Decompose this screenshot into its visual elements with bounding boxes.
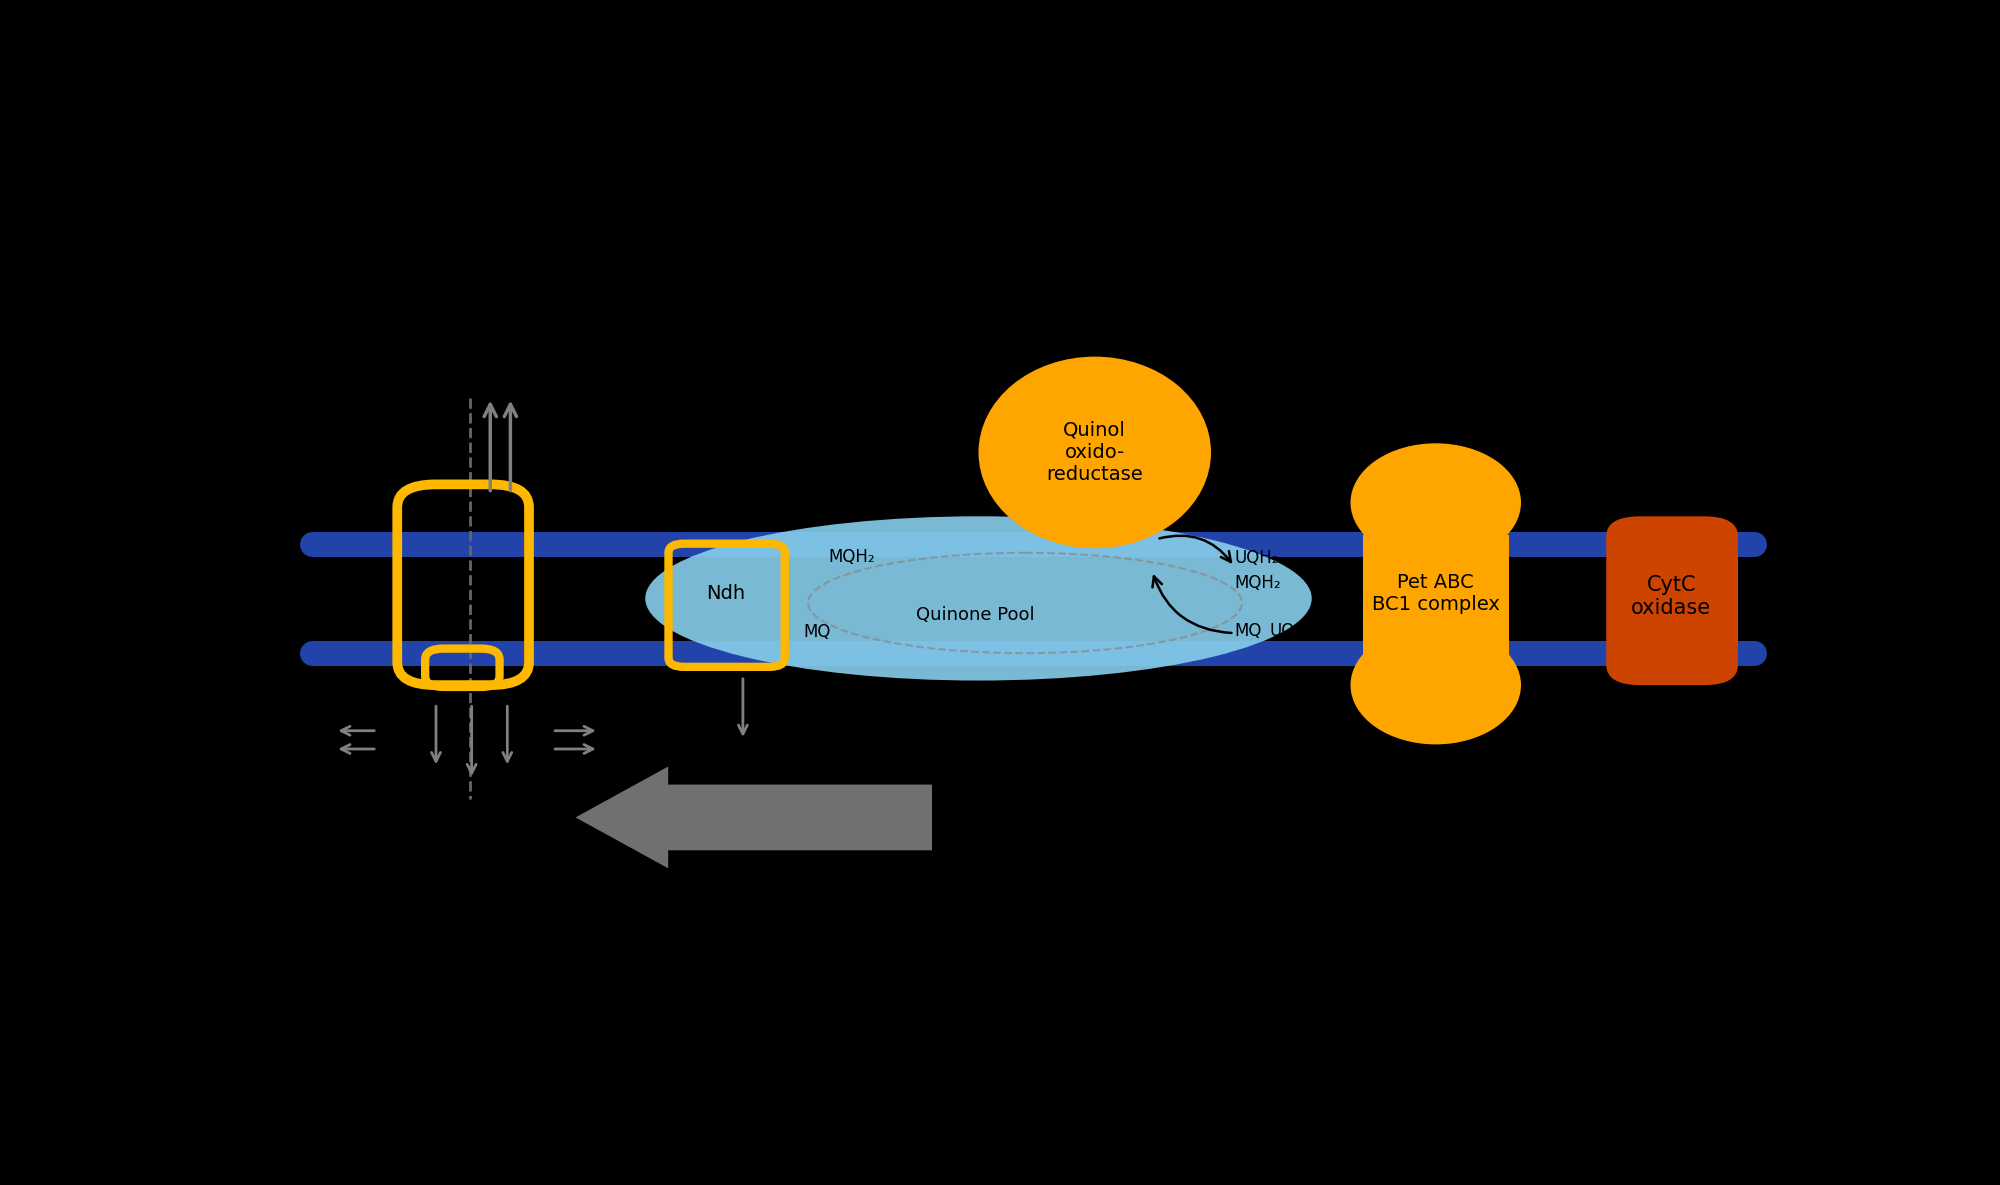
FancyBboxPatch shape (1606, 517, 1738, 685)
Text: MQ: MQ (804, 623, 830, 641)
Text: Nex I: Nex I (552, 584, 602, 603)
Text: MQH₂: MQH₂ (1234, 574, 1280, 592)
Ellipse shape (646, 517, 1312, 680)
Text: Ndh: Ndh (706, 584, 746, 603)
FancyArrow shape (576, 767, 932, 869)
Bar (1362, 534, 1508, 675)
Text: MQH₂: MQH₂ (828, 549, 874, 566)
Text: UQ: UQ (1270, 622, 1296, 640)
Ellipse shape (978, 357, 1212, 549)
Ellipse shape (1350, 626, 1522, 744)
Ellipse shape (1350, 443, 1522, 562)
Text: MQ: MQ (1234, 622, 1262, 640)
Text: CytC
oxidase: CytC oxidase (1632, 575, 1712, 619)
Text: UQH₂: UQH₂ (1234, 550, 1278, 568)
Text: Quinol
oxido-
reductase: Quinol oxido- reductase (1046, 421, 1144, 483)
Text: Quinone Pool: Quinone Pool (916, 606, 1034, 623)
Text: Pet ABC
BC1 complex: Pet ABC BC1 complex (1372, 574, 1500, 614)
